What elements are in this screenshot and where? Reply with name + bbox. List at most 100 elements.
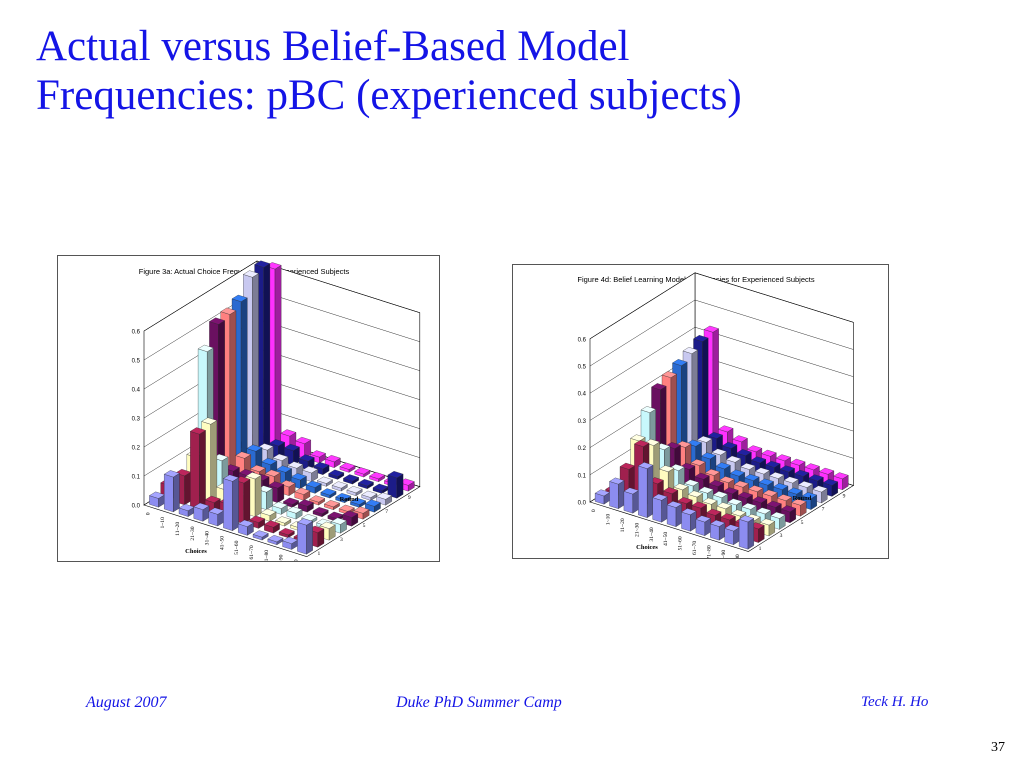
bar-top-face (283, 443, 300, 451)
bar-top-face (716, 502, 732, 510)
category-tick-label: 81~90 (279, 554, 285, 561)
category-tick-label: 11~20 (175, 522, 181, 536)
bar-top-face (245, 472, 262, 480)
bar-top-face (822, 478, 839, 486)
chart-bar (283, 443, 300, 466)
bar-top-face (695, 515, 711, 523)
bar-top-face (640, 406, 657, 413)
bar-top-face (257, 443, 274, 451)
bar-top-face (305, 480, 322, 488)
bar-top-face (804, 463, 820, 471)
chart-bar (313, 462, 330, 475)
bar-top-face (666, 501, 683, 508)
category-tick-label: 51~60 (678, 536, 684, 550)
bar-top-face (733, 480, 750, 488)
chart-bar (278, 528, 295, 539)
bar-top-face (736, 449, 752, 456)
round-tick-label: 5 (363, 523, 366, 529)
z-tick-label: 0.5 (132, 359, 141, 365)
z-tick-label: 0.1 (578, 473, 587, 479)
x-axis-title: Choices (185, 548, 207, 555)
bar-top-face (204, 495, 221, 503)
round-axis-title: Round (340, 496, 359, 503)
bar-top-face (324, 455, 341, 463)
bar-top-face (286, 506, 303, 514)
gridline (589, 272, 854, 339)
chart-bar (361, 490, 378, 501)
bar-top-face (309, 450, 326, 458)
bar-top-face (693, 335, 709, 342)
bar-top-face (793, 469, 810, 477)
bar-top-face (676, 440, 692, 448)
bar-top-face (818, 467, 835, 475)
bar-top-face (353, 506, 370, 514)
z-tick-label: 0.6 (132, 330, 141, 336)
chart-bar (298, 454, 315, 471)
category-tick-label: 41~50 (219, 536, 225, 550)
category-tick-label: 1~10 (606, 514, 612, 526)
bar-top-face (715, 462, 731, 470)
bar-top-face (708, 480, 725, 487)
chart-bar (283, 497, 300, 508)
round-tick-label: 3 (780, 533, 783, 539)
bar-top-face (295, 436, 312, 444)
footer-date: August 2007 (86, 694, 167, 711)
chart-bar (189, 427, 206, 510)
chart-bar (294, 487, 311, 501)
bar-top-face (331, 481, 348, 489)
bar-top-face (738, 515, 755, 523)
chart-bar (163, 470, 180, 513)
bar-top-face (770, 511, 786, 519)
category-tick-label: 21~30 (190, 526, 196, 540)
bar-top-face (776, 494, 793, 501)
chart-bar (738, 515, 755, 550)
bar-side-face (184, 471, 191, 506)
gridline (589, 299, 854, 367)
chart-bar (709, 519, 726, 541)
slide-title-line2: Frequencies: pBC (experienced subjects) (36, 72, 742, 119)
chart-bar (267, 535, 284, 546)
bar-side-face (618, 480, 625, 509)
bar-top-face (690, 459, 706, 466)
z-tick-label: 0.0 (578, 501, 587, 507)
bar-top-face (682, 347, 699, 354)
bar-top-face (707, 432, 723, 439)
z-tick-label: 0.1 (132, 475, 141, 481)
bar-top-face (242, 270, 259, 278)
x-axis-title: Choices (636, 544, 658, 551)
bar-top-face (209, 317, 226, 325)
bar-top-face (280, 429, 297, 437)
bar-top-face (754, 467, 771, 475)
bar-top-face (669, 464, 685, 471)
bar-top-face (268, 481, 285, 489)
chart-bar (350, 497, 367, 508)
bar-top-face (718, 425, 734, 433)
round-tick-label: 5 (801, 520, 804, 526)
chart-bar (193, 502, 210, 522)
bar-top-face (201, 417, 218, 425)
chart-bar (623, 487, 639, 514)
bar-front-face (681, 511, 691, 532)
bar-front-face (609, 481, 619, 509)
bar-top-face (812, 485, 828, 493)
bar-side-face (229, 310, 237, 478)
bar-front-face (666, 504, 677, 527)
bar-top-face (787, 487, 803, 495)
z-tick-label: 0.5 (578, 365, 587, 371)
chart-bar (681, 508, 697, 532)
chart-bar (149, 491, 166, 508)
bar-top-face (704, 468, 721, 476)
bar-top-face (319, 521, 336, 529)
chart-bar (369, 472, 386, 483)
z-tick-label: 0.4 (578, 392, 587, 398)
bar-top-face (287, 461, 304, 469)
bar-side-face (173, 473, 180, 513)
bar-top-face (339, 462, 356, 470)
bar-top-face (249, 515, 266, 523)
bar-top-face (252, 530, 269, 538)
bar-side-face (647, 464, 654, 518)
gridline (589, 326, 854, 394)
category-tick-label: 91~100 (293, 559, 299, 561)
chart-bar (237, 519, 254, 536)
bar-top-face (751, 496, 768, 504)
